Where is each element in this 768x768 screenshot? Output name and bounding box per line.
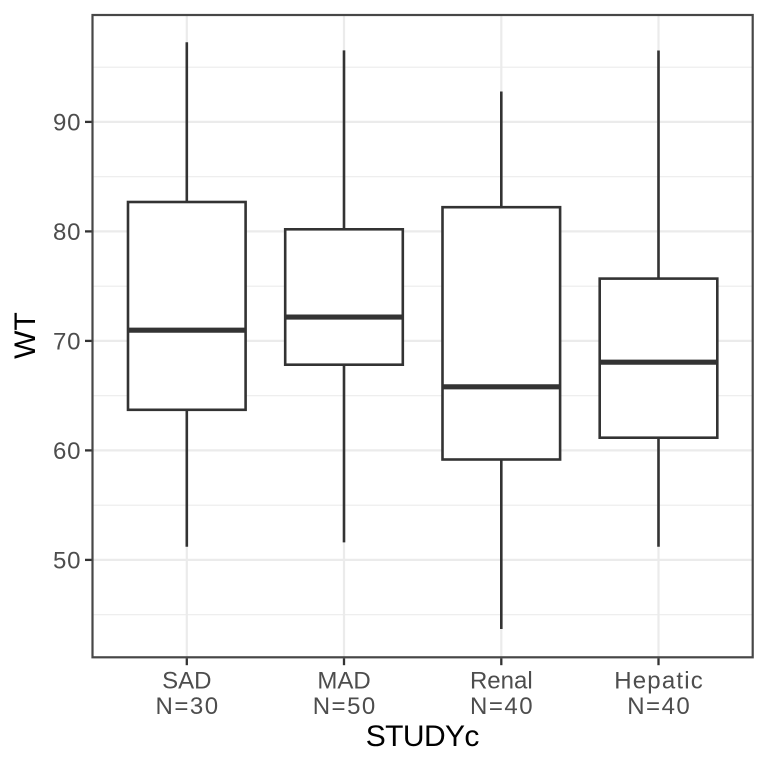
svg-text:70: 70 [53, 329, 81, 356]
svg-text:90: 90 [53, 110, 81, 137]
svg-text:N=40: N=40 [627, 693, 691, 720]
svg-text:Renal: Renal [470, 668, 533, 695]
svg-text:SAD: SAD [162, 668, 211, 695]
svg-text:Hepatic: Hepatic [614, 668, 704, 695]
svg-text:WT: WT [9, 312, 42, 359]
svg-text:60: 60 [53, 438, 81, 465]
svg-text:50: 50 [53, 548, 81, 575]
svg-text:N=30: N=30 [156, 693, 220, 720]
svg-text:N=50: N=50 [313, 693, 377, 720]
svg-text:N=40: N=40 [470, 693, 534, 720]
svg-text:80: 80 [53, 219, 81, 246]
svg-text:MAD: MAD [317, 668, 370, 695]
svg-text:STUDYc: STUDYc [366, 720, 480, 753]
